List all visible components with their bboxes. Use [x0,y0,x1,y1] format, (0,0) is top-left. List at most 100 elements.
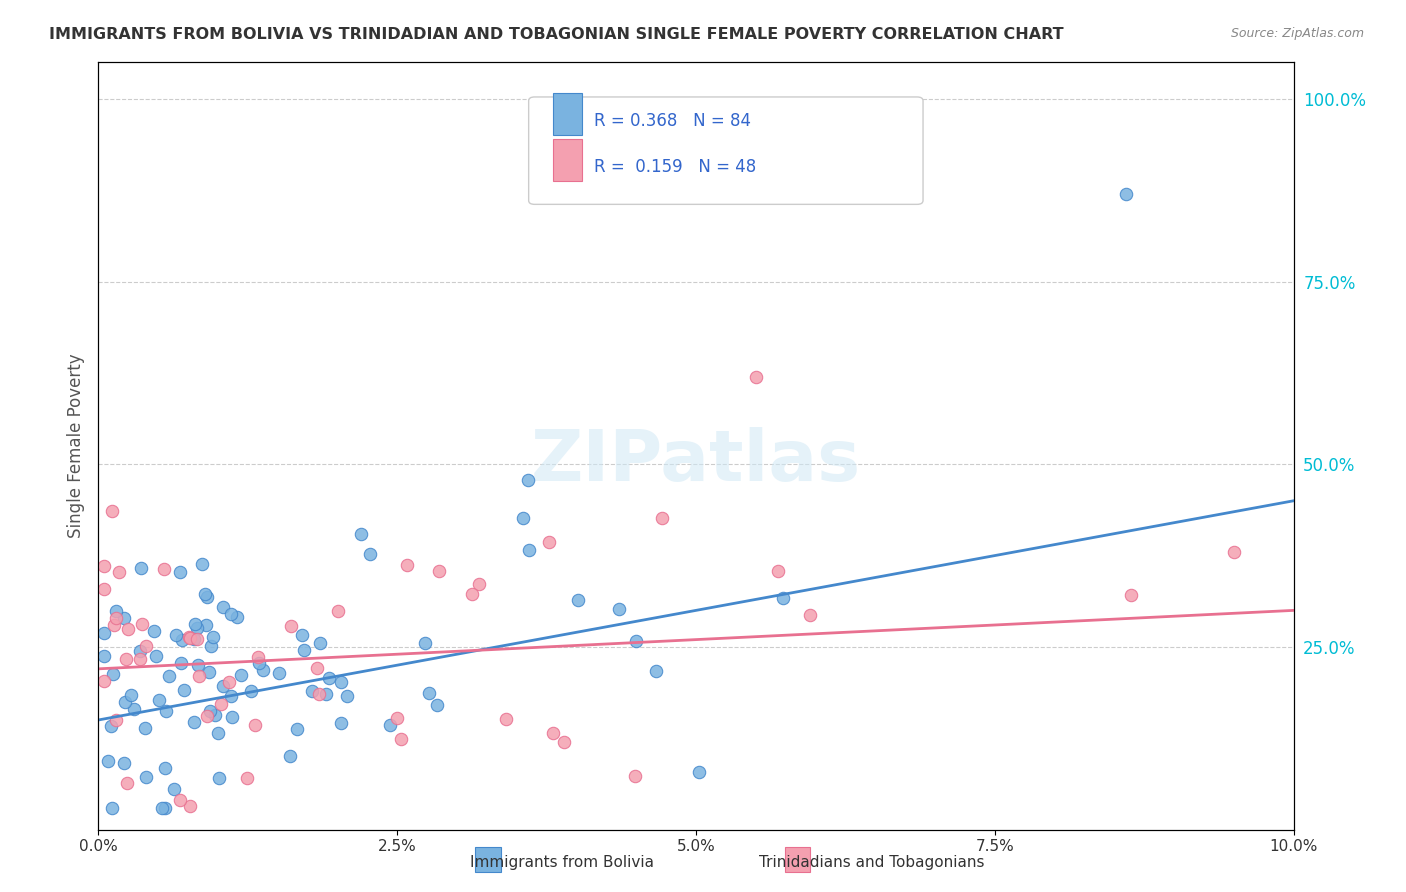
Text: IMMIGRANTS FROM BOLIVIA VS TRINIDADIAN AND TOBAGONIAN SINGLE FEMALE POVERTY CORR: IMMIGRANTS FROM BOLIVIA VS TRINIDADIAN A… [49,27,1064,42]
Point [1119,588,1142,602]
Point [221,709,243,723]
Point [229,667,252,681]
Point [93,674,115,689]
Point [460,587,482,601]
Point [170,633,193,648]
Point [153,800,176,814]
Point [359,547,381,561]
Point [145,649,167,664]
Point [309,636,332,650]
Point [427,564,450,578]
Text: Immigrants from Bolivia: Immigrants from Bolivia [471,855,654,870]
Point [148,693,170,707]
Point [1115,186,1137,201]
Point [208,771,231,785]
Point [301,683,323,698]
Point [745,369,768,384]
Point [157,669,180,683]
Point [468,576,491,591]
Point [517,543,540,558]
Point [336,689,359,703]
Point [195,617,218,632]
Point [134,722,156,736]
Point [512,510,534,524]
Point [186,621,208,635]
Point [541,726,564,740]
Point [247,650,270,665]
Point [112,610,135,624]
Point [209,697,232,711]
Point [395,558,418,573]
Point [195,590,218,604]
Point [307,661,329,675]
Point [280,749,302,764]
Point [93,626,115,640]
Text: Trinidadians and Tobagonians: Trinidadians and Tobagonians [759,855,984,870]
Point [219,607,242,622]
Point [117,622,139,636]
Point [291,628,314,642]
Point [200,639,222,653]
Point [218,675,240,690]
FancyBboxPatch shape [529,97,922,204]
Point [169,792,191,806]
Point [292,642,315,657]
Point [239,683,262,698]
Point [128,644,150,658]
Point [187,657,209,672]
Point [318,671,340,685]
Text: Source: ZipAtlas.com: Source: ZipAtlas.com [1230,27,1364,40]
Point [389,731,412,746]
Point [115,652,138,666]
Point [191,558,214,572]
Point [163,781,186,796]
Point [135,639,157,653]
Point [247,656,270,670]
Point [183,616,205,631]
Point [211,599,233,614]
Point [101,504,124,518]
Point [143,624,166,638]
Point [179,631,201,645]
Point [166,628,188,642]
Point [186,632,208,646]
Point [495,712,517,726]
Point [152,800,174,814]
Point [101,800,124,814]
Point [115,776,138,790]
Point [766,564,789,578]
Point [131,561,153,575]
Point [207,726,229,740]
Point [651,510,673,524]
Point [194,587,217,601]
Text: R = 0.368   N = 84: R = 0.368 N = 84 [595,112,751,130]
Point [330,674,353,689]
Point [93,559,115,574]
Point [553,735,575,749]
Point [252,663,274,677]
Point [329,716,352,731]
Point [183,715,205,730]
Point [326,604,349,618]
Point [380,717,402,731]
Point [243,718,266,732]
Point [112,756,135,771]
Point [350,527,373,541]
Point [104,611,127,625]
Point [219,690,242,704]
Point [623,769,645,783]
Point [170,656,193,670]
Point [183,632,205,646]
Point [122,702,145,716]
Point [179,798,201,813]
Point [198,704,221,718]
Point [517,473,540,487]
Point [195,708,218,723]
Point [155,704,177,718]
Point [688,764,710,779]
FancyBboxPatch shape [475,847,501,872]
Point [128,651,150,665]
FancyBboxPatch shape [553,93,582,136]
Point [153,761,176,775]
Point [103,618,125,632]
